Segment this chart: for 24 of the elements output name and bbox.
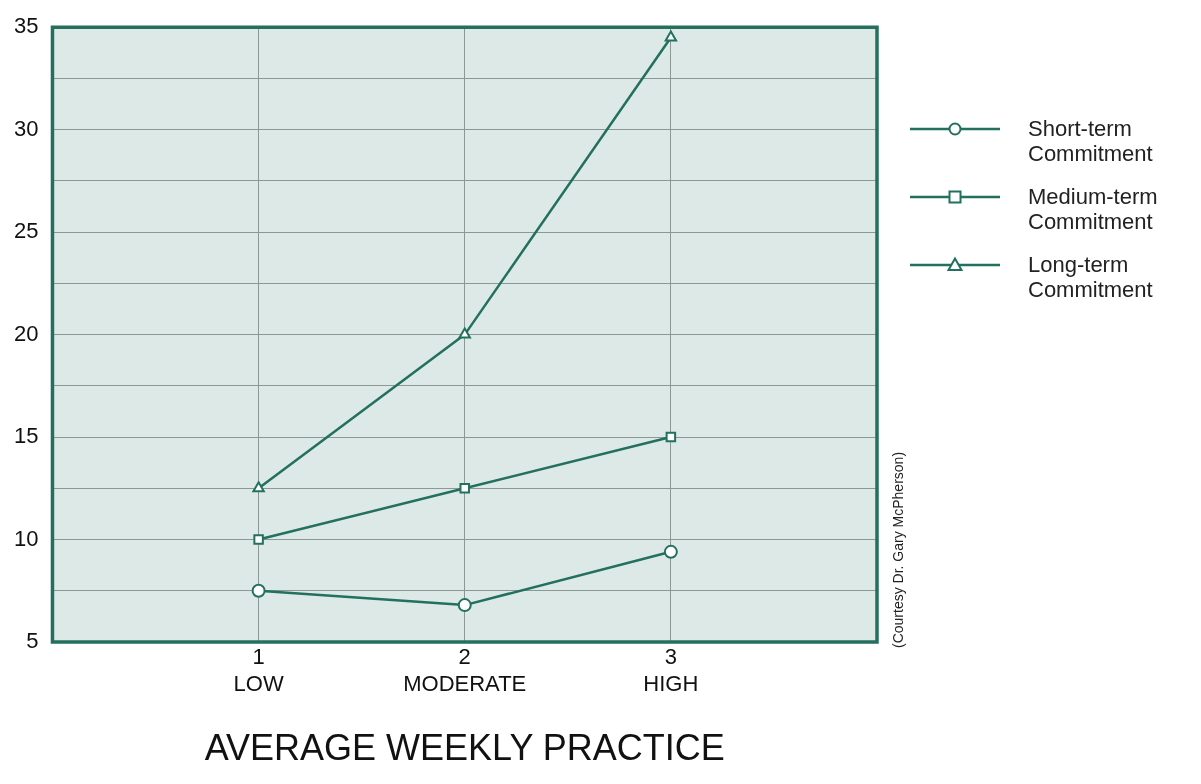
x-tick-label: 1 LOW (233, 644, 284, 696)
legend-label: Short-term Commitment (1028, 116, 1154, 166)
point (458, 327, 471, 339)
x-axis-title: AVERAGE WEEKLY PRACTICE (204, 727, 725, 769)
point (663, 544, 678, 559)
y-tick-label: 25 (13, 218, 39, 244)
y-tick-label: 35 (13, 13, 39, 39)
point (252, 481, 265, 493)
point (665, 431, 677, 443)
legend-label: Medium-term Commitment (1028, 184, 1159, 234)
y-tick-label: 30 (13, 115, 39, 141)
x-tick-label: 2 MODERATE (403, 644, 527, 696)
y-tick-label: 20 (13, 320, 39, 346)
point (251, 583, 266, 598)
point (459, 483, 470, 494)
legend-label: Long-term Commitment (1028, 252, 1154, 302)
y-tick-label: 5 (26, 628, 39, 654)
point (664, 30, 678, 42)
point (457, 598, 472, 613)
point (253, 534, 264, 545)
text: (Courtesy Dr. Gary McPherson) (890, 450, 906, 648)
y-tick-label: 15 (13, 423, 39, 449)
x-tick-label: 3 HIGH (643, 644, 699, 696)
y-tick-label: 10 (13, 525, 39, 551)
